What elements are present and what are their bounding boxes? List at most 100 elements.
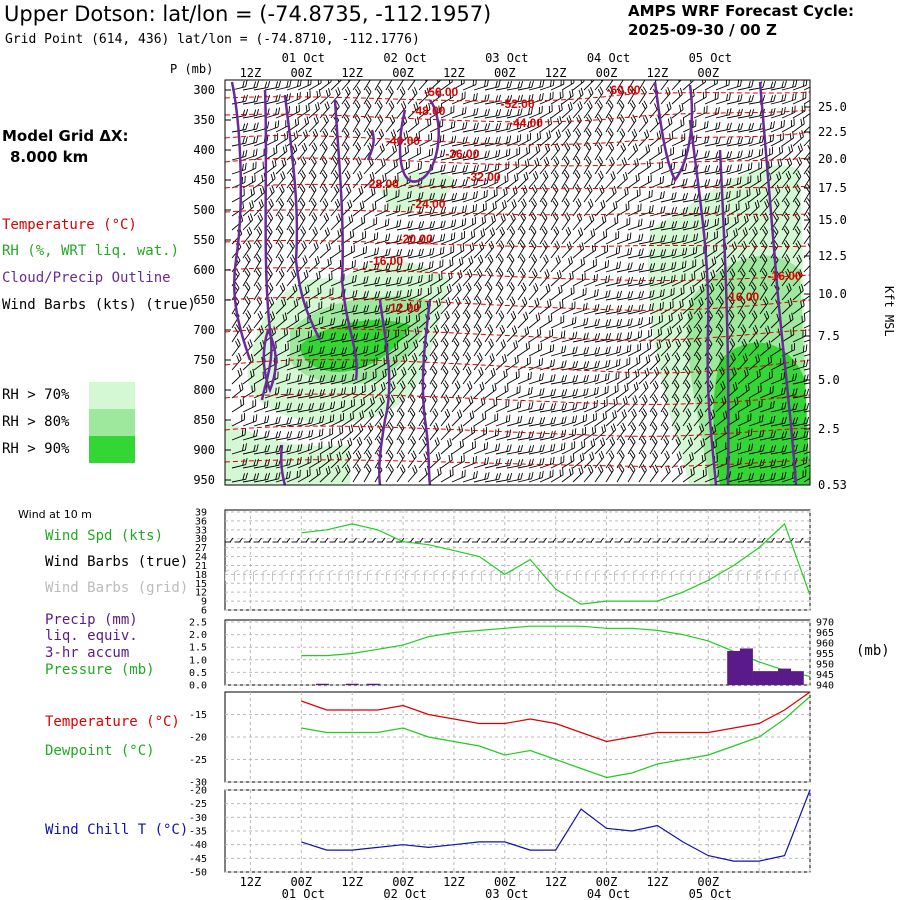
wind-barb-staff: [594, 162, 604, 175]
wind-barb-staff: [308, 247, 319, 259]
wind-barb-flag: [740, 163, 743, 171]
wind-barb-flag: [424, 89, 428, 97]
wind-barb: [539, 156, 550, 175]
wind-barb-flag: [564, 360, 567, 368]
wind-barb-flag: [597, 373, 600, 381]
wind-barb-flag: [274, 121, 277, 129]
wind-barb-flag: [365, 246, 368, 253]
wind-barb: [319, 184, 328, 203]
wind-barb-staff: [473, 329, 482, 343]
wind-barb: [308, 115, 319, 133]
wind-barb-flag: [635, 174, 638, 182]
wind-barb-staff: [451, 82, 465, 91]
wind-barb-staff: [253, 192, 265, 203]
wind-barb: [726, 150, 743, 161]
wind-barb-staff: [638, 106, 648, 119]
wind-barb-staff: [451, 343, 460, 357]
wind-barb: [297, 170, 306, 189]
wind-barb-staff: [242, 232, 253, 245]
wind-barb-flag: [585, 130, 591, 137]
wind-barb-staff: [561, 95, 574, 105]
legend-rh90: RH > 90%: [2, 441, 70, 457]
wind-barb: [506, 282, 515, 301]
wind-barb-flag: [495, 109, 499, 117]
wind-barb-staff: [451, 371, 460, 385]
wind-barb-flag: [594, 319, 597, 326]
wind-barb-flag: [616, 333, 619, 340]
wind-barb-flag: [451, 193, 455, 201]
wind-barb-flag: [685, 163, 688, 171]
wind-barb: [616, 186, 629, 203]
wind-barb-flag: [784, 93, 787, 101]
wind-barb: [462, 136, 480, 147]
wind-barb-flag: [705, 90, 707, 98]
wind-barb-flag: [256, 122, 259, 130]
wind-barb-flag: [552, 80, 555, 86]
wind-barb-flag: [618, 371, 620, 379]
wind-barb: [572, 80, 585, 91]
wind-barb-flag: [528, 145, 531, 153]
wind-barb-flag: [261, 174, 264, 182]
wind-barb-flag: [569, 90, 572, 98]
wind-barb-flag: [519, 385, 521, 393]
wind-barb-staff: [605, 207, 618, 217]
wind-barb-flag: [717, 91, 719, 99]
wind-barb-flag: [394, 144, 397, 151]
wind-barb: [561, 115, 572, 133]
wind-barb: [418, 148, 434, 161]
wind-barb-flag: [473, 108, 476, 116]
wind-barb: [231, 240, 242, 259]
wind-barb: [319, 212, 330, 231]
wind-barb: [759, 80, 777, 91]
wind-barb-staff: [682, 80, 694, 91]
wind-barb: [275, 268, 285, 287]
wind-barb-flag: [356, 142, 362, 149]
wind-barb-staff: [286, 136, 299, 147]
wind-barb-staff: [561, 247, 572, 259]
wind-barb: [792, 156, 803, 175]
wind-barb: [308, 184, 317, 203]
wind-barb-staff: [605, 105, 614, 119]
wind-barb-flag: [671, 207, 675, 215]
wind-barb-flag: [560, 103, 563, 110]
wind-barb: [605, 171, 616, 189]
wind-barb-flag: [810, 116, 816, 122]
wind-barb: [484, 367, 496, 385]
wind-barb-staff: [539, 136, 551, 147]
wind-barb: [726, 163, 743, 175]
wind-barb: [308, 89, 321, 105]
wind-barb: [726, 94, 743, 105]
wind-barb: [561, 101, 573, 119]
wind-barb-staff: [495, 86, 510, 91]
wind-barb: [726, 136, 744, 147]
wind-barb: [275, 212, 284, 231]
wind-barb: [550, 345, 567, 357]
wind-barb-flag: [640, 343, 642, 350]
wind-barb-flag: [568, 115, 572, 122]
wind-barb-staff: [440, 185, 455, 189]
wind-barb-staff: [616, 389, 629, 399]
wind-barb-flag: [627, 291, 631, 299]
wind-barb-staff: [484, 233, 495, 245]
wind-barb: [792, 80, 808, 91]
wind-barb-staff: [407, 168, 422, 175]
wind-barb: [484, 214, 496, 231]
wind-barb-staff: [330, 219, 342, 231]
wind-barb-flag: [405, 162, 408, 169]
wind-barb: [473, 296, 482, 315]
wind-barb: [792, 104, 806, 119]
wind-barb-flag: [498, 109, 502, 116]
wind-barb-flag: [245, 108, 249, 116]
wind-barb: [495, 354, 507, 371]
wind-barb-staff: [506, 273, 515, 287]
wind-barb-flag: [473, 178, 476, 186]
wind-barb-staff: [517, 332, 530, 343]
wind-barb: [495, 282, 504, 301]
wind-barb-flag: [770, 122, 773, 129]
wind-barb: [495, 268, 504, 287]
wind-barb-flag: [565, 131, 570, 138]
wind-barb: [231, 214, 244, 231]
wind-barb-flag: [452, 90, 454, 97]
wind-barb-flag: [365, 102, 370, 109]
wind-barb-flag: [365, 88, 370, 95]
